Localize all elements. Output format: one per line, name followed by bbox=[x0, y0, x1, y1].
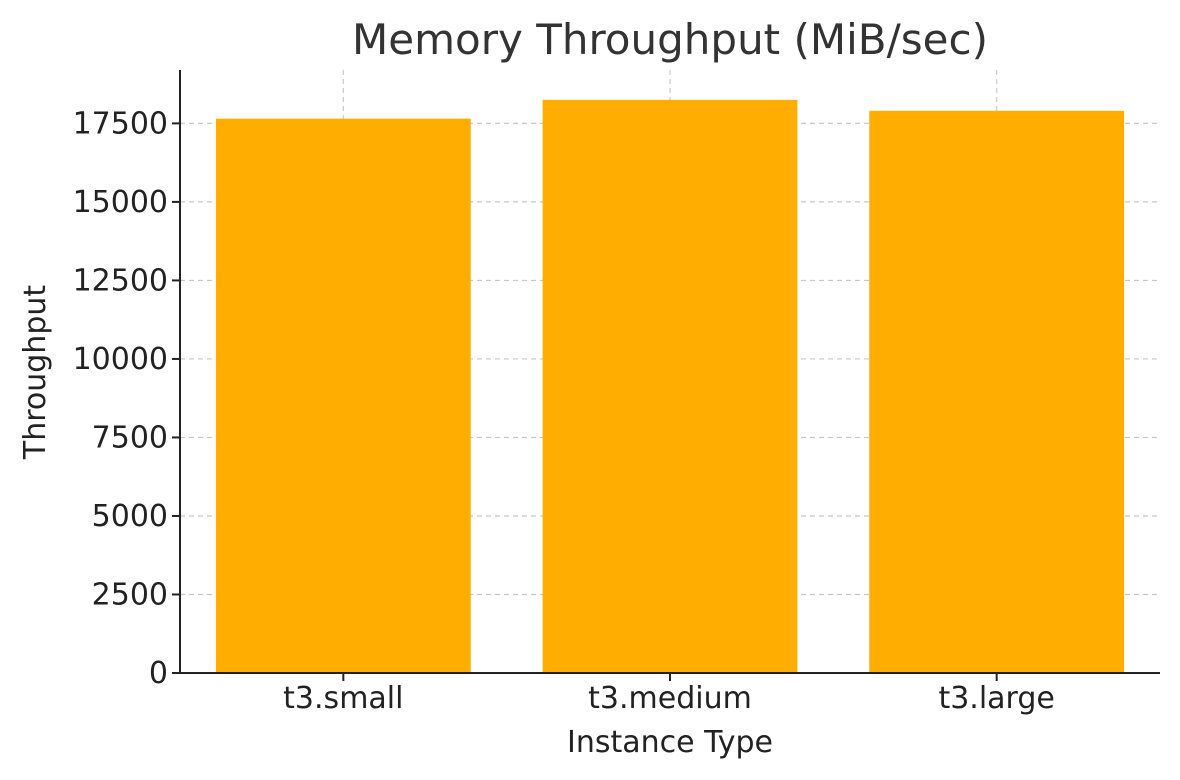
x-tick-label: t3.medium bbox=[588, 681, 752, 716]
bars bbox=[215, 99, 1125, 673]
y-tick-label: 7500 bbox=[92, 420, 168, 455]
y-tick-label: 2500 bbox=[92, 577, 168, 612]
x-axis-label: Instance Type bbox=[567, 725, 773, 760]
y-tick-label: 10000 bbox=[73, 342, 168, 377]
y-axis-label: Throughput bbox=[18, 285, 53, 460]
bar-t3.small bbox=[215, 118, 471, 673]
y-axis-ticks: 0 2500 5000 7500 10000 12500 15000 17500 bbox=[73, 106, 180, 691]
x-tick-label: t3.large bbox=[938, 681, 1054, 716]
y-tick-label: 12500 bbox=[73, 263, 168, 298]
x-axis-ticks: t3.small t3.medium t3.large bbox=[283, 673, 1055, 716]
x-tick-label: t3.small bbox=[283, 681, 403, 716]
y-tick-label: 17500 bbox=[73, 106, 168, 141]
bar-t3.large bbox=[869, 110, 1125, 673]
y-tick-label: 15000 bbox=[73, 185, 168, 220]
bar-t3.medium bbox=[542, 99, 798, 673]
y-tick-label: 0 bbox=[149, 656, 168, 691]
chart-title: Memory Throughput (MiB/sec) bbox=[352, 15, 988, 64]
y-tick-label: 5000 bbox=[92, 499, 168, 534]
